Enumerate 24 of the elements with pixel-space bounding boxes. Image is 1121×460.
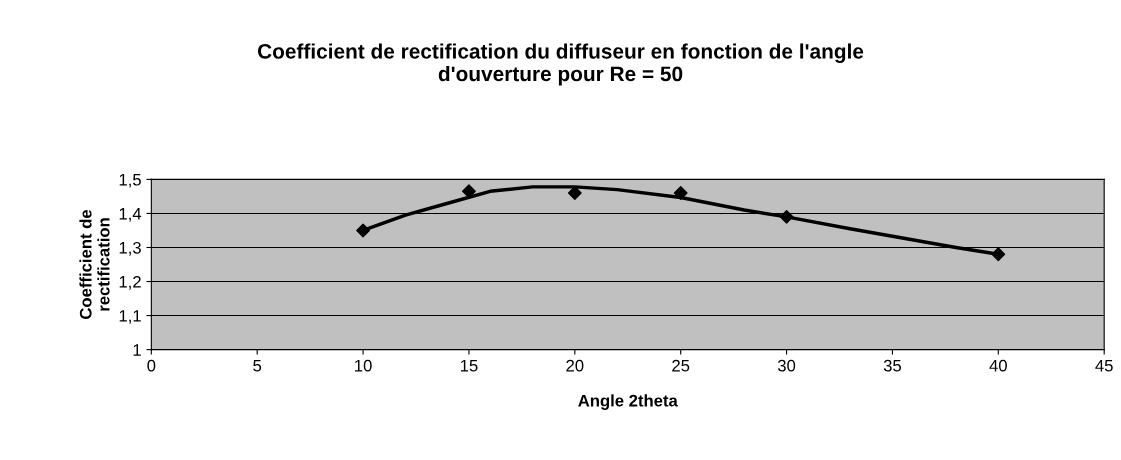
x-tick-label: 0	[147, 359, 156, 372]
y-tick-label: 1,4	[119, 208, 142, 222]
chart-title: Coefficient de rectification du diffuseur en fonction de l'angle d'ouverture pour Re = 50	[257, 43, 864, 86]
y-tick-label: 1,3	[119, 241, 141, 256]
point	[567, 186, 582, 200]
x-tick-label: 35	[883, 359, 902, 372]
point	[991, 247, 1006, 262]
y-tick-label: 1,5	[119, 173, 141, 188]
y-tick-label: 1,1	[119, 310, 141, 324]
x-tick-label: 25	[672, 359, 690, 372]
point	[779, 209, 794, 224]
x-axis-title: Angle 2theta	[578, 394, 678, 410]
x-tick-label: 30	[777, 359, 796, 372]
point	[673, 186, 688, 200]
x-tick-label: 20	[566, 359, 584, 372]
x-tick-label: 45	[1095, 359, 1113, 372]
x-tick-label: 5	[253, 359, 262, 372]
y-axis-title: Coefficient de rectification	[79, 209, 110, 319]
x-tick-label: 10	[355, 359, 372, 372]
x-tick-label: 40	[989, 359, 1007, 372]
x-tick-label: 15	[460, 359, 478, 372]
y-tick-label: 1	[133, 344, 141, 356]
y-tick-label: 1,2	[119, 275, 141, 290]
point	[356, 223, 370, 238]
